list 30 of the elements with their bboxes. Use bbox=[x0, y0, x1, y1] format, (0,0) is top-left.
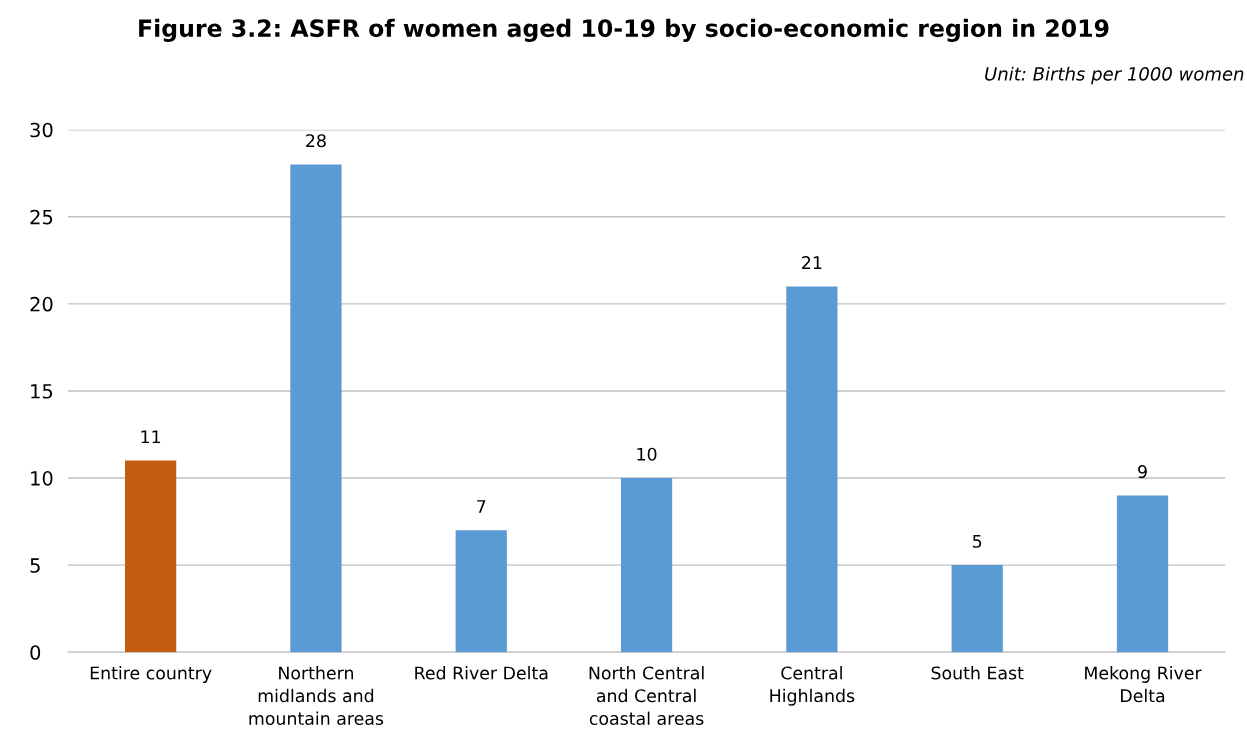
y-tick-label: 15 bbox=[31, 384, 53, 399]
bar bbox=[620, 478, 673, 653]
bar bbox=[455, 530, 507, 653]
x-tick-label: Red River Delta bbox=[415, 666, 548, 680]
data-label: 5 bbox=[973, 534, 982, 548]
data-label: 28 bbox=[306, 134, 326, 148]
chart-title: Figure 3.2: ASFR of women aged 10-19 by socio-economic region in 2019 bbox=[139, 18, 1109, 42]
text: Unit: Births per 1000 women bbox=[985, 66, 1244, 85]
data-label: 21 bbox=[802, 256, 822, 269]
data-label: 10 bbox=[637, 447, 657, 461]
x-tick-label: Entire country bbox=[90, 666, 212, 683]
bar bbox=[290, 164, 342, 653]
bar bbox=[1116, 495, 1169, 653]
x-tick-label: North Central and Central coastal areas bbox=[589, 666, 704, 726]
data-label: 9 bbox=[1138, 465, 1147, 479]
bar bbox=[125, 460, 177, 653]
y-tick-label: 0 bbox=[30, 645, 41, 660]
x-tick-label: Mekong River Delta bbox=[1085, 666, 1202, 703]
y-tick-label: 10 bbox=[31, 470, 53, 486]
data-label: 11 bbox=[141, 430, 161, 444]
bar bbox=[786, 286, 838, 653]
bar bbox=[951, 565, 1003, 653]
x-tick-label: Central Highlands bbox=[770, 666, 855, 706]
y-tick-label: 20 bbox=[30, 296, 53, 312]
y-tick-label: 5 bbox=[30, 558, 40, 573]
y-tick-label: 30 bbox=[30, 122, 53, 138]
x-tick-label: Northern midlands and mountain areas bbox=[249, 666, 384, 726]
x-tick-label: South East bbox=[931, 666, 1024, 680]
y-tick-label: 25 bbox=[30, 209, 53, 225]
data-label: 7 bbox=[477, 500, 486, 513]
